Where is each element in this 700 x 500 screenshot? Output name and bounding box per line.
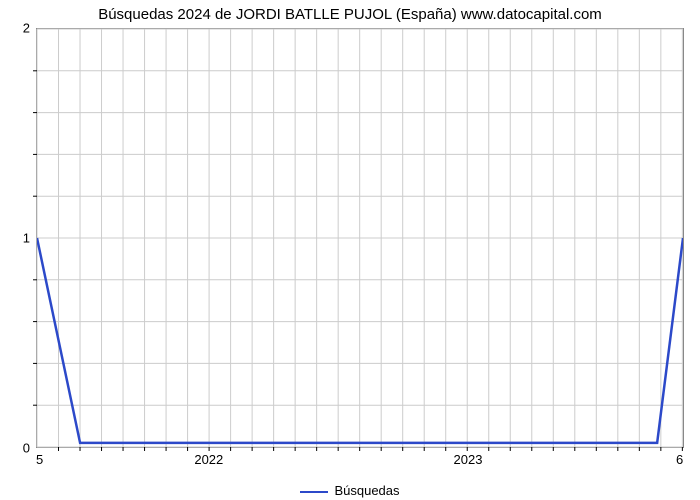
chart-title: Búsquedas 2024 de JORDI BATLLE PUJOL (Es… [0, 6, 700, 23]
y-tick-label: 2 [23, 21, 30, 36]
chart-container: Búsquedas 2024 de JORDI BATLLE PUJOL (Es… [0, 0, 700, 500]
x-tick-label: 2023 [454, 452, 483, 467]
data-svg [37, 29, 683, 447]
legend-line-icon [300, 491, 328, 493]
y-tick-label: 0 [23, 441, 30, 456]
x-tick-label: 2022 [194, 452, 223, 467]
legend: Búsquedas [0, 483, 700, 498]
plot-area [36, 28, 684, 448]
legend-label: Búsquedas [334, 483, 399, 498]
x-corner-right: 6 [676, 452, 683, 467]
y-tick-label: 1 [23, 231, 30, 246]
x-corner-left: 5 [36, 452, 43, 467]
